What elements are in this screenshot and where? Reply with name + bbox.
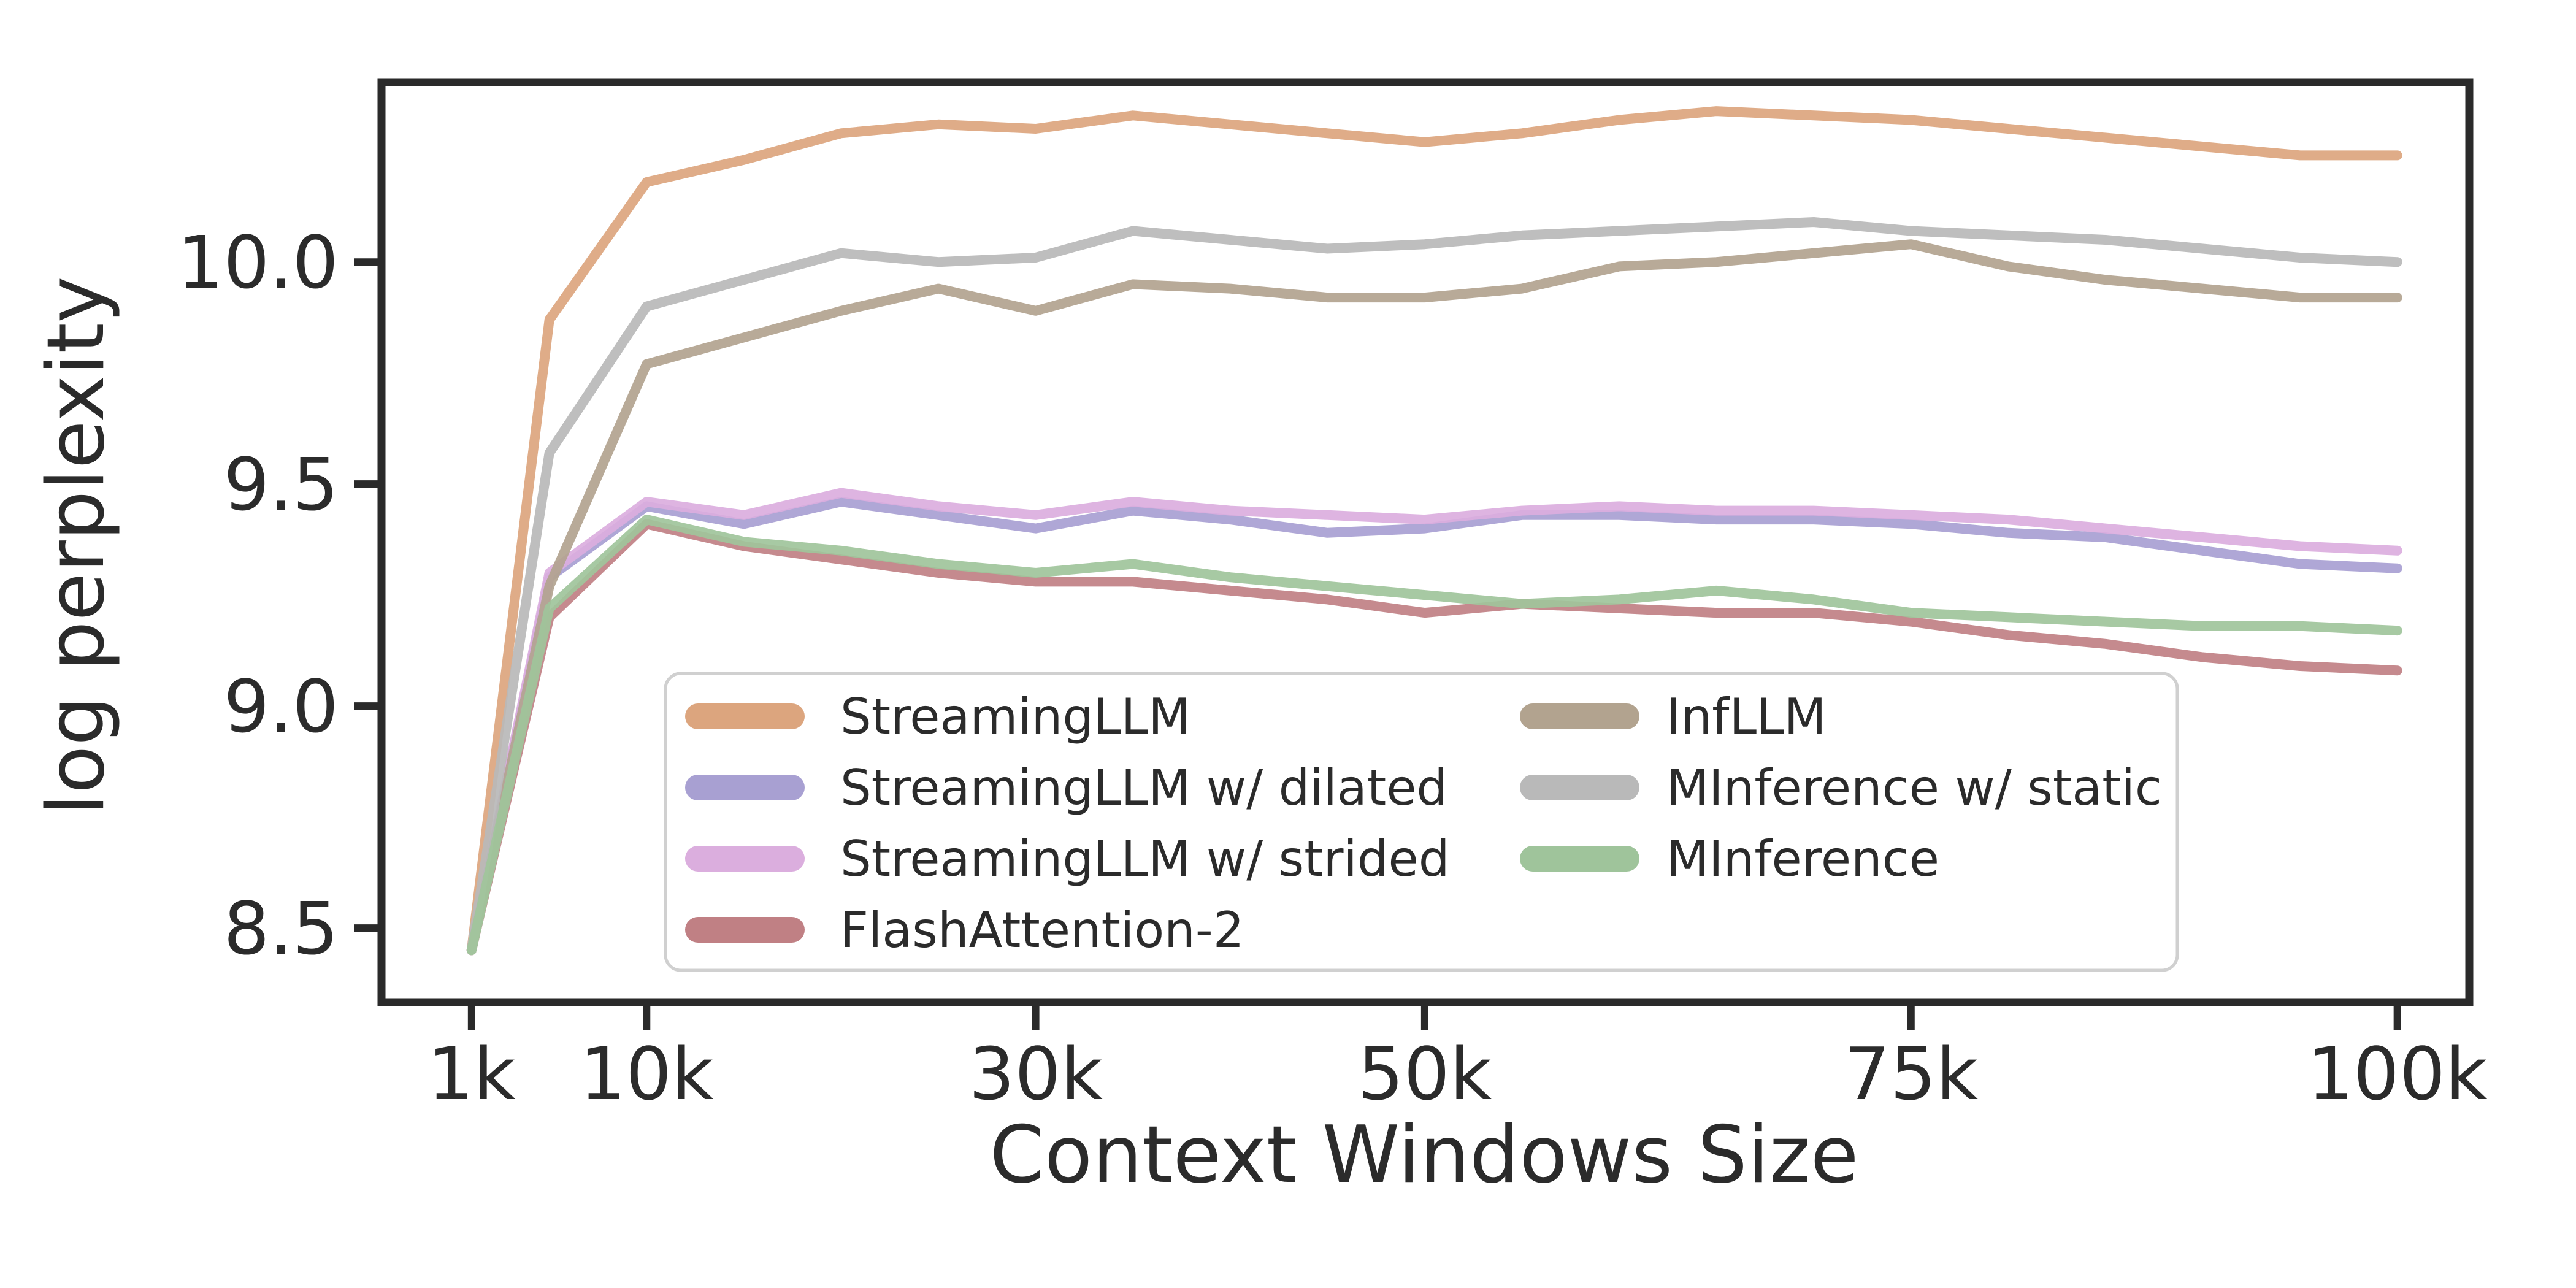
legend-label: FlashAttention-2 — [840, 902, 1244, 959]
legend-item: MInference w/ static — [1520, 759, 2162, 816]
x-tick-label: 1k — [427, 1032, 515, 1116]
series-line-streamingllm — [466, 106, 2402, 956]
x-tick-label: 50k — [1358, 1032, 1492, 1116]
y-tick-label: 9.0 — [223, 664, 339, 749]
series-line-infllm — [466, 239, 2402, 956]
legend-item: FlashAttention-2 — [685, 902, 1244, 959]
legend-swatch-flashattention-2 — [685, 917, 805, 943]
x-tick-label: 75k — [1844, 1032, 1978, 1116]
y-tick-label: 10.0 — [177, 220, 339, 305]
series-lines — [466, 106, 2402, 956]
legend-swatch-minference-w-static — [1520, 775, 1639, 800]
legend-item: StreamingLLM w/ strided — [685, 830, 1450, 887]
legend-swatch-infllm — [1520, 703, 1639, 729]
legend-label: MInference — [1666, 830, 1939, 887]
x-axis-title: Context Windows Size — [990, 1110, 1859, 1201]
series-line-minference — [466, 515, 2402, 956]
series-line-flashattention-2 — [466, 519, 2402, 956]
legend-swatch-minference — [1520, 846, 1639, 872]
y-tick-label: 9.5 — [223, 442, 339, 527]
legend-label: StreamingLLM w/ dilated — [840, 759, 1447, 816]
x-tick-label: 30k — [968, 1032, 1102, 1116]
series-line-streamingllm-w-dilated — [466, 497, 2402, 956]
series-line-streamingllm-w-strided — [466, 488, 2402, 956]
y-axis-title: log perplexity — [31, 277, 122, 816]
legend-label: MInference w/ static — [1666, 759, 2162, 816]
legend-swatch-streamingllm-w-strided — [685, 846, 805, 872]
legend-item: StreamingLLM w/ dilated — [685, 759, 1447, 816]
legend-item: MInference — [1520, 830, 1939, 887]
legend: StreamingLLM StreamingLLM w/ dilated Strea… — [664, 672, 2179, 972]
x-tick-label: 100k — [2307, 1032, 2488, 1116]
series-line-minference-w-static — [466, 217, 2402, 956]
legend-label: StreamingLLM — [840, 688, 1190, 745]
legend-label: InfLLM — [1666, 688, 1827, 745]
x-tick-label: 10k — [580, 1032, 713, 1116]
legend-item: StreamingLLM — [685, 688, 1190, 745]
axes: 8.5 9.0 9.5 10.0 1k 10k 30k 50k 75k 100k Context W… — [31, 78, 2488, 1201]
legend-swatch-streamingllm-w-dilated — [685, 775, 805, 800]
legend-item: InfLLM — [1520, 688, 1827, 745]
legend-swatch-streamingllm — [685, 703, 805, 729]
y-tick-label: 8.5 — [223, 886, 339, 971]
legend-box — [664, 672, 2179, 972]
legend-label: StreamingLLM w/ strided — [840, 830, 1450, 887]
